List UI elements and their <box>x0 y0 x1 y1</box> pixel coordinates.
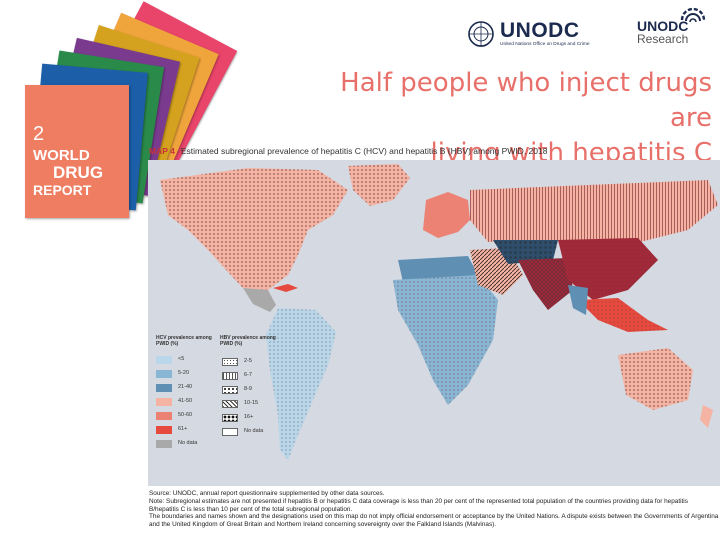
legend-swatch <box>156 398 172 406</box>
region-caribbean <box>273 284 298 292</box>
legend-hbv-title: HBV prevalence among PWID (%) <box>220 335 276 347</box>
legend-label: No data <box>178 440 198 446</box>
legend-label: 61+ <box>178 426 188 432</box>
legend-label: <5 <box>178 356 185 362</box>
legend-label: No data <box>244 428 264 434</box>
legend-label: 21-40 <box>178 384 193 390</box>
report-title-line: REPORT <box>33 182 92 198</box>
unodc-research-subtitle: Research <box>637 32 689 46</box>
unodc-research-wordmark: UNODC <box>637 18 689 34</box>
legend-label: 2-5 <box>244 358 252 364</box>
legend-swatch <box>156 356 172 364</box>
map-label: MAP 4 <box>149 146 175 156</box>
region-europe <box>423 192 470 238</box>
legend-pattern <box>222 414 238 422</box>
legend-pattern <box>222 400 238 408</box>
legend-swatch <box>156 426 172 434</box>
unodc-subtitle: United Nations Office on Drugs and Crime <box>500 42 590 47</box>
region-new-zealand <box>700 405 713 428</box>
legend-swatch <box>156 440 172 448</box>
report-title-line: DRUG <box>53 163 104 182</box>
slide-title-line: Half people who inject drugs are <box>340 68 712 133</box>
region-indochina <box>568 285 588 315</box>
legend-label: 50-60 <box>178 412 193 418</box>
legend-label: 5-20 <box>178 370 190 376</box>
legend-label: 10-15 <box>244 400 259 406</box>
report-cover-front: 2 WORLD DRUG REPORT <box>25 85 129 218</box>
disclaimer-line: The boundaries and names shown and the d… <box>149 513 719 529</box>
world-map: HCV prevalence among PWID (%) HBV preval… <box>148 160 720 486</box>
legend-swatch <box>156 384 172 392</box>
map-source-notes: Source: UNODC, annual report questionnai… <box>149 490 719 529</box>
un-emblem-icon <box>468 21 494 47</box>
legend-label: 41-50 <box>178 398 193 404</box>
legend-swatch <box>156 370 172 378</box>
legend-pattern <box>222 428 238 436</box>
report-number: 2 <box>33 123 45 145</box>
source-line: Source: UNODC, annual report questionnai… <box>149 490 385 497</box>
legend-label: 16+ <box>244 414 254 420</box>
legend-hcv-title: HCV prevalence among PWID (%) <box>156 335 212 347</box>
legend-label: 8-9 <box>244 386 252 392</box>
report-title-line: WORLD <box>33 147 90 164</box>
unodc-wordmark: UNODC <box>500 19 580 42</box>
legend-swatch <box>156 412 172 420</box>
legend-pattern <box>222 386 238 394</box>
region-central-america <box>243 288 276 312</box>
legend-label: 6-7 <box>244 372 252 378</box>
legend-pattern <box>222 358 238 366</box>
map-caption-text: Estimated subregional prevalence of hepa… <box>180 146 548 156</box>
map-caption: MAP 4 Estimated subregional prevalence of… <box>149 146 547 156</box>
note-line: Note: Subregional estimates are not pres… <box>149 497 688 513</box>
world-map-svg <box>160 164 718 460</box>
legend-pattern <box>222 372 238 380</box>
radar-arc-icon <box>680 7 706 23</box>
